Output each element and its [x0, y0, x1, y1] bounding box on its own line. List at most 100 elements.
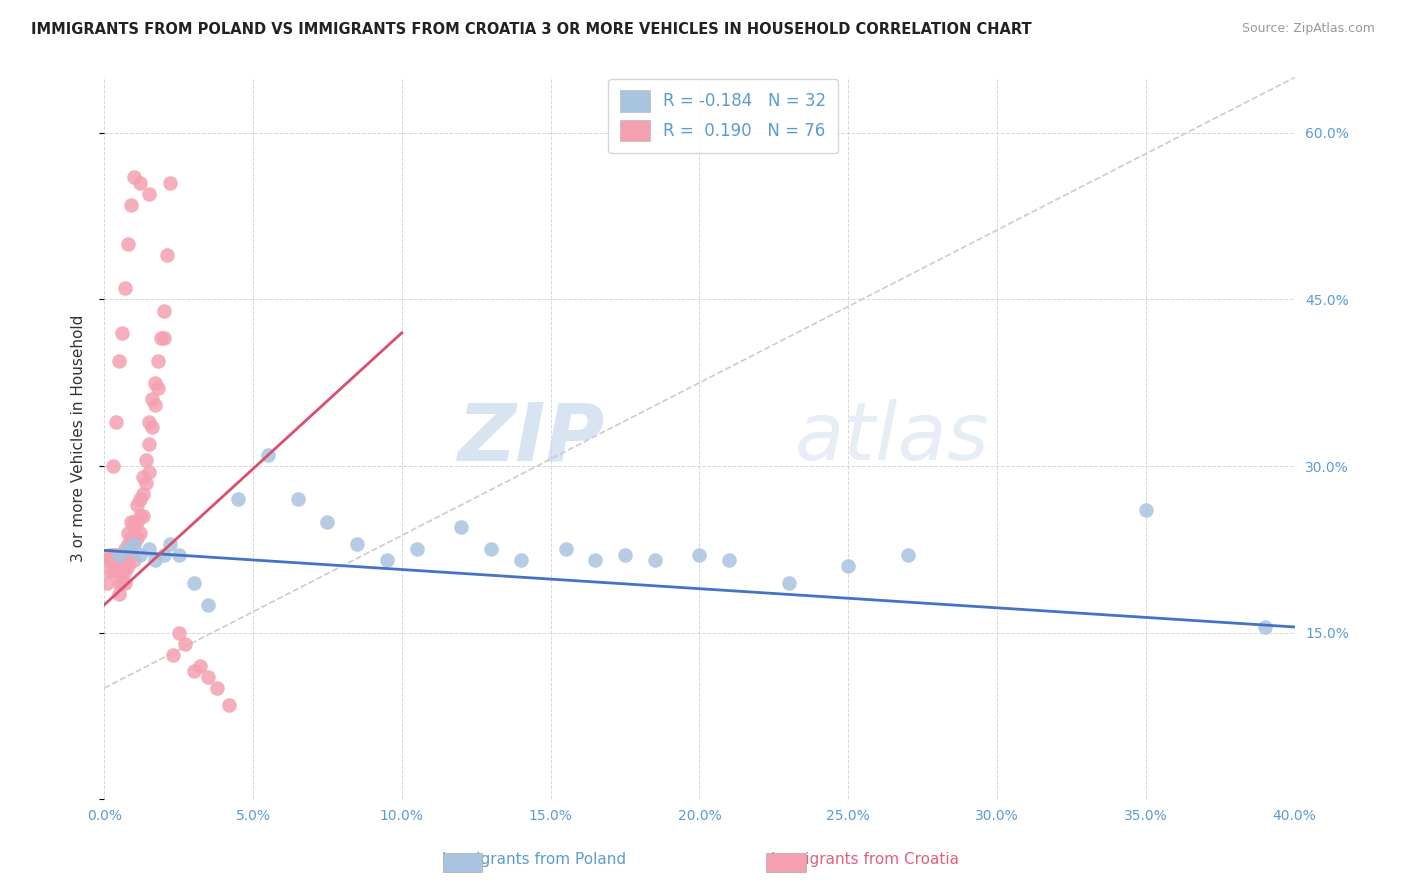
Point [103, 458, 125, 473]
Point [257, 448, 280, 462]
Point [111, 575, 134, 590]
Text: Source: ZipAtlas.com: Source: ZipAtlas.com [1241, 22, 1375, 36]
Point [103, 553, 125, 567]
Point [125, 515, 148, 529]
Point [132, 470, 155, 484]
Point [141, 392, 163, 407]
Point [117, 237, 139, 252]
Point [117, 548, 139, 562]
Point [132, 508, 155, 523]
Point [207, 681, 229, 695]
Point [122, 537, 145, 551]
Point [117, 537, 139, 551]
Point [114, 575, 136, 590]
Point [108, 558, 131, 573]
Point [167, 625, 190, 640]
Point [138, 437, 160, 451]
Point [226, 492, 249, 507]
Point [153, 303, 176, 318]
Point [183, 575, 205, 590]
Point [120, 531, 142, 545]
Point [718, 553, 741, 567]
Point [149, 331, 172, 345]
Point [111, 326, 134, 340]
Point [375, 553, 398, 567]
Text: IMMIGRANTS FROM POLAND VS IMMIGRANTS FROM CROATIA 3 OR MORE VEHICLES IN HOUSEHOL: IMMIGRANTS FROM POLAND VS IMMIGRANTS FRO… [31, 22, 1032, 37]
Point [108, 587, 131, 601]
Point [138, 186, 160, 201]
Point [125, 498, 148, 512]
Point [1254, 620, 1277, 634]
Point [132, 487, 155, 501]
Point [105, 558, 128, 573]
Point [105, 548, 128, 562]
Point [316, 515, 339, 529]
Point [287, 492, 309, 507]
Point [138, 542, 160, 557]
Point [111, 565, 134, 579]
Y-axis label: 3 or more Vehicles in Household: 3 or more Vehicles in Household [72, 315, 86, 562]
Point [114, 565, 136, 579]
Point [125, 531, 148, 545]
Point [1135, 503, 1157, 517]
Point [117, 542, 139, 557]
Point [405, 542, 427, 557]
Point [117, 525, 139, 540]
Point [114, 553, 136, 567]
Point [98, 553, 121, 567]
Point [479, 542, 502, 557]
Point [146, 381, 169, 395]
Text: atlas: atlas [794, 400, 990, 477]
Point [122, 553, 145, 567]
Point [105, 415, 128, 429]
Point [103, 565, 125, 579]
Point [138, 415, 160, 429]
Point [120, 198, 142, 212]
Point [162, 648, 184, 662]
Point [122, 170, 145, 185]
Point [218, 698, 240, 712]
Point [108, 353, 131, 368]
Point [117, 558, 139, 573]
Point [108, 575, 131, 590]
Legend: R = -0.184   N = 32, R =  0.190   N = 76: R = -0.184 N = 32, R = 0.190 N = 76 [609, 78, 838, 153]
Point [111, 553, 134, 567]
Point [173, 637, 195, 651]
Point [143, 398, 166, 412]
Point [135, 475, 157, 490]
Point [159, 537, 181, 551]
Point [129, 176, 152, 190]
Point [98, 565, 121, 579]
Point [146, 353, 169, 368]
Point [129, 548, 152, 562]
Point [96, 553, 118, 567]
Point [688, 548, 710, 562]
Point [129, 525, 152, 540]
Point [143, 376, 166, 390]
Point [129, 492, 152, 507]
Point [105, 565, 128, 579]
Point [183, 665, 205, 679]
Point [614, 548, 637, 562]
Point [96, 575, 118, 590]
Point [114, 281, 136, 295]
Point [837, 558, 859, 573]
Point [156, 248, 179, 262]
Point [188, 658, 211, 673]
Point [120, 548, 142, 562]
Point [583, 553, 606, 567]
Point [120, 515, 142, 529]
Point [108, 553, 131, 567]
Point [197, 598, 219, 612]
Point [554, 542, 576, 557]
Point [897, 548, 920, 562]
Text: Immigrants from Croatia: Immigrants from Croatia [770, 852, 959, 867]
Point [114, 542, 136, 557]
Point [138, 465, 160, 479]
Point [98, 548, 121, 562]
Point [346, 537, 368, 551]
Point [141, 420, 163, 434]
Point [167, 548, 190, 562]
Point [108, 548, 131, 562]
Point [153, 331, 176, 345]
